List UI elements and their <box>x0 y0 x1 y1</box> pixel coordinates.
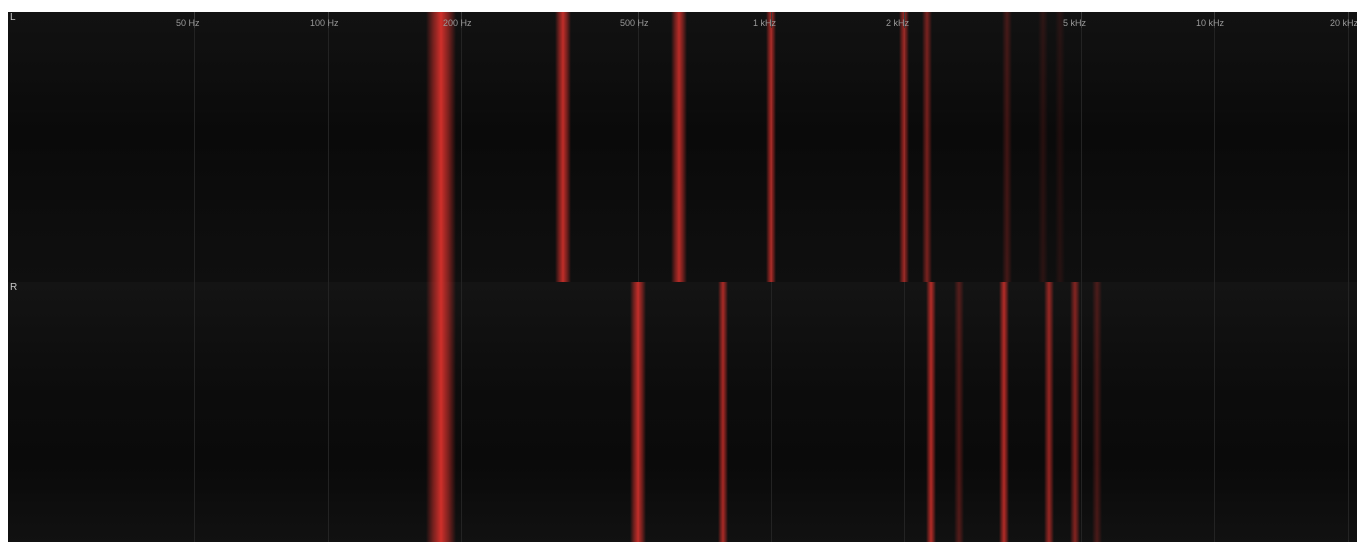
spectral-band <box>899 12 909 282</box>
freq-tick-label: 500 Hz <box>620 18 649 28</box>
spectral-band <box>426 12 456 282</box>
freq-tick <box>1214 12 1215 28</box>
freq-tick-label: 200 Hz <box>443 18 472 28</box>
spectral-band <box>1055 12 1065 282</box>
gridline <box>328 282 329 542</box>
freq-tick-label: 1 kHz <box>753 18 777 28</box>
freq-tick-label: 5 kHz <box>1063 18 1087 28</box>
gridline <box>461 282 462 542</box>
gridline <box>194 282 195 542</box>
spectral-band <box>1038 12 1048 282</box>
spectral-band <box>1092 282 1102 542</box>
freq-tick <box>904 12 905 28</box>
freq-tick-label: 50 Hz <box>176 18 200 28</box>
freq-tick-label: 2 kHz <box>886 18 910 28</box>
gridline <box>461 12 462 282</box>
freq-tick <box>461 12 462 28</box>
freq-tick <box>638 12 639 28</box>
channel-right-label: R <box>10 282 18 293</box>
freq-tick-label: 10 kHz <box>1196 18 1225 28</box>
channel-left-panel: L 50 Hz 100 Hz 200 Hz 500 Hz 1 kHz 2 kHz 5 kHz… <box>8 12 1357 282</box>
spectral-band <box>922 12 932 282</box>
spectral-band <box>718 282 728 542</box>
gridline <box>771 282 772 542</box>
freq-tick <box>771 12 772 28</box>
spectral-band <box>954 282 964 542</box>
gridline <box>194 12 195 282</box>
freq-tick <box>1081 12 1082 28</box>
spectral-band <box>1002 12 1012 282</box>
gridline <box>1081 282 1082 542</box>
spectral-band <box>426 282 456 542</box>
spectral-band <box>999 282 1009 542</box>
gridline <box>1348 282 1349 542</box>
gridline <box>1348 12 1349 282</box>
spectral-band <box>766 12 776 282</box>
channel-left-label: L <box>10 12 16 23</box>
gridline <box>1081 12 1082 282</box>
gridline <box>904 282 905 542</box>
spectral-band <box>1044 282 1054 542</box>
gridline <box>328 12 329 282</box>
spectrum-viewer: L 50 Hz 100 Hz 200 Hz 500 Hz 1 kHz 2 kHz 5 kHz… <box>8 12 1357 542</box>
freq-tick-label: 100 Hz <box>310 18 339 28</box>
gridline <box>1214 12 1215 282</box>
spectral-band <box>555 12 571 282</box>
channel-right-panel: R <box>8 282 1357 542</box>
freq-tick <box>194 12 195 28</box>
spectral-band <box>630 282 646 542</box>
spectral-band <box>926 282 936 542</box>
freq-tick-label: 20 kHz <box>1330 18 1357 28</box>
gridline <box>1214 282 1215 542</box>
freq-tick <box>1348 12 1349 28</box>
spectral-band <box>671 12 687 282</box>
freq-tick <box>328 12 329 28</box>
spectral-band <box>1070 282 1080 542</box>
gridline <box>638 12 639 282</box>
